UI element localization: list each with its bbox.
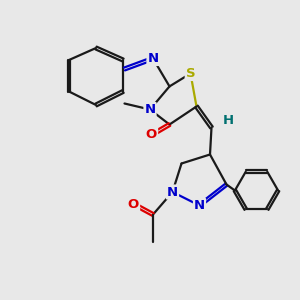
Text: N: N [194,199,205,212]
Text: H: H [222,113,234,127]
Text: N: N [167,185,178,199]
Text: O: O [128,197,139,211]
Text: O: O [146,128,157,142]
Text: N: N [144,103,156,116]
Text: N: N [147,52,159,65]
Text: S: S [186,67,195,80]
